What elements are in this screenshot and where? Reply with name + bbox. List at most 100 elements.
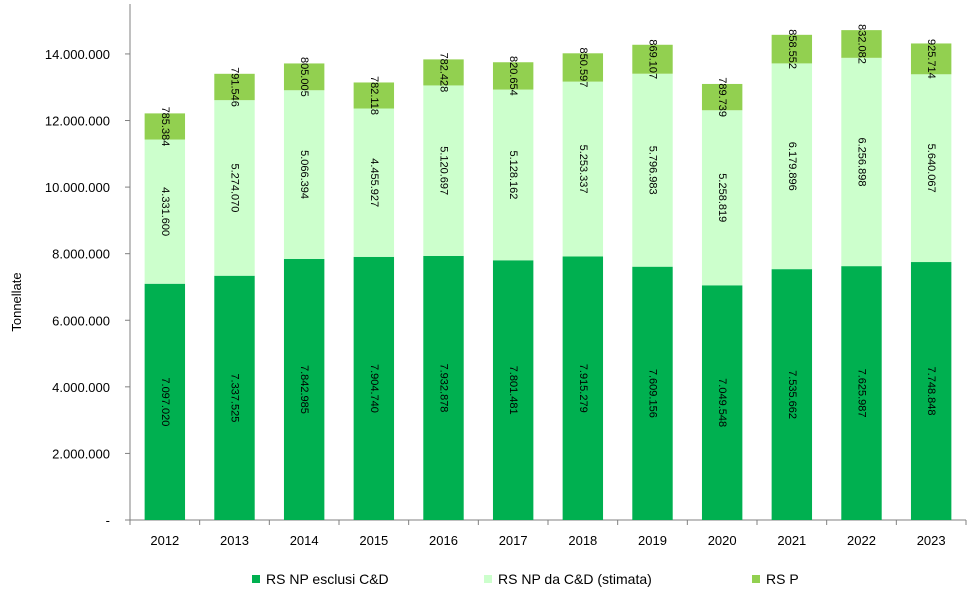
bar-segment [910, 262, 952, 520]
x-tick-label: 2015 [359, 533, 388, 548]
bar-segment [353, 256, 395, 520]
data-label: 805.005 [298, 57, 310, 97]
data-label: 5.128.162 [507, 150, 519, 199]
bar-segment [423, 255, 464, 520]
data-label: 869.107 [647, 39, 659, 79]
legend-swatch [752, 575, 760, 583]
data-label: 7.625.987 [856, 369, 868, 418]
x-tick-label: 2018 [568, 533, 597, 548]
data-label: 7.932.878 [438, 363, 450, 412]
bar-segment [701, 285, 743, 520]
x-tick-label: 2020 [708, 533, 737, 548]
bar-segment [283, 258, 325, 520]
data-label: 782.118 [368, 76, 380, 115]
data-label: 858.552 [786, 29, 798, 69]
data-label: 7.535.662 [786, 370, 798, 419]
data-label: 791.546 [229, 67, 241, 107]
legend-label: RS NP esclusi C&D [266, 571, 389, 587]
x-tick-label: 2021 [777, 533, 806, 548]
data-label: 5.120.697 [438, 146, 450, 195]
bars-layer [144, 30, 952, 520]
data-label: 5.253.337 [577, 145, 589, 194]
bar-segment [841, 30, 882, 58]
bar-segment [562, 256, 604, 520]
bar-segment [283, 90, 325, 259]
x-tick-label: 2017 [499, 533, 528, 548]
data-label: 7.904.740 [368, 364, 380, 413]
data-label: 7.609.156 [647, 369, 659, 418]
data-label: 7.915.279 [577, 364, 589, 413]
legend-swatch [252, 575, 260, 583]
data-label: 4.455.927 [368, 158, 380, 207]
bar-segment [214, 275, 255, 520]
y-tick-label: 6.000.000 [52, 313, 110, 328]
data-label: 5.796.983 [647, 146, 659, 195]
data-label: 7.801.481 [507, 366, 519, 415]
data-label: 5.066.394 [298, 150, 310, 199]
bar-segment [910, 74, 952, 263]
data-label: 6.179.896 [786, 142, 798, 191]
legend: RS NP esclusi C&D RS NP da C&D (stimata) R… [252, 571, 799, 587]
data-label: 7.049.548 [716, 378, 728, 427]
bar-segment [144, 113, 186, 140]
bar-segment [144, 283, 186, 520]
bar-segment [771, 63, 813, 270]
data-label: 925.714 [925, 39, 937, 79]
bar-segment [771, 34, 813, 64]
bar-segment [353, 82, 395, 109]
x-tick-label: 2012 [150, 533, 179, 548]
bar-segment [144, 139, 186, 284]
bar-segment [841, 266, 882, 520]
bar-segment [214, 100, 255, 276]
x-tick-label: 2022 [847, 533, 876, 548]
data-label: 850.597 [577, 48, 589, 88]
y-tick-label: 8.000.000 [52, 247, 110, 262]
bar-segment [562, 53, 604, 82]
legend-label: RS P [766, 571, 799, 587]
data-label: 5.274.070 [229, 163, 241, 212]
bar-segment [492, 89, 534, 261]
bar-segment [632, 266, 673, 520]
bar-segment [701, 110, 743, 286]
data-label: 782.428 [438, 53, 450, 93]
bar-segment [214, 73, 255, 101]
bar-segment [423, 85, 464, 256]
x-tick-label: 2014 [290, 533, 319, 548]
x-tick-label: 2013 [220, 533, 249, 548]
y-axis-title: Tonnellate [9, 272, 24, 331]
data-label: 6.256.898 [856, 138, 868, 187]
bar-segment [632, 73, 673, 267]
y-tick-label: 12.000.000 [45, 114, 110, 129]
y-tick-label: - [106, 513, 110, 528]
bar-segment [492, 260, 534, 520]
data-label: 7.842.985 [298, 365, 310, 414]
y-tick-label: 2.000.000 [52, 446, 110, 461]
x-tick-label: 2023 [917, 533, 946, 548]
legend-swatch [484, 575, 492, 583]
y-tick-label: 4.000.000 [52, 380, 110, 395]
bar-segment [910, 43, 952, 75]
data-label: 785.384 [159, 107, 171, 147]
data-label: 7.337.525 [229, 373, 241, 422]
data-label: 5.258.819 [716, 173, 728, 222]
legend-label: RS NP da C&D (stimata) [498, 571, 652, 587]
bar-segment [283, 63, 325, 91]
y-tick-label: 14.000.000 [45, 47, 110, 62]
data-label: 4.331.600 [159, 187, 171, 236]
bar-segment [841, 57, 882, 267]
bar-segment [353, 108, 395, 257]
x-tick-label: 2016 [429, 533, 458, 548]
data-label: 832.082 [856, 24, 868, 64]
bar-segment [632, 44, 673, 74]
bar-segment [423, 59, 464, 86]
x-tick-label: 2019 [638, 533, 667, 548]
data-label: 820.654 [507, 56, 519, 96]
bar-segment [562, 81, 604, 257]
data-label: 7.097.020 [159, 377, 171, 426]
bar-segment [771, 269, 813, 520]
bar-segment [492, 62, 534, 90]
axes-layer: - 2.000.000 4.000.000 6.000.000 8.000.000 10.… [9, 4, 967, 548]
data-labels-layer: 7.097.020 4.331.600 785.384 7.337.525 5.274.… [159, 24, 937, 427]
